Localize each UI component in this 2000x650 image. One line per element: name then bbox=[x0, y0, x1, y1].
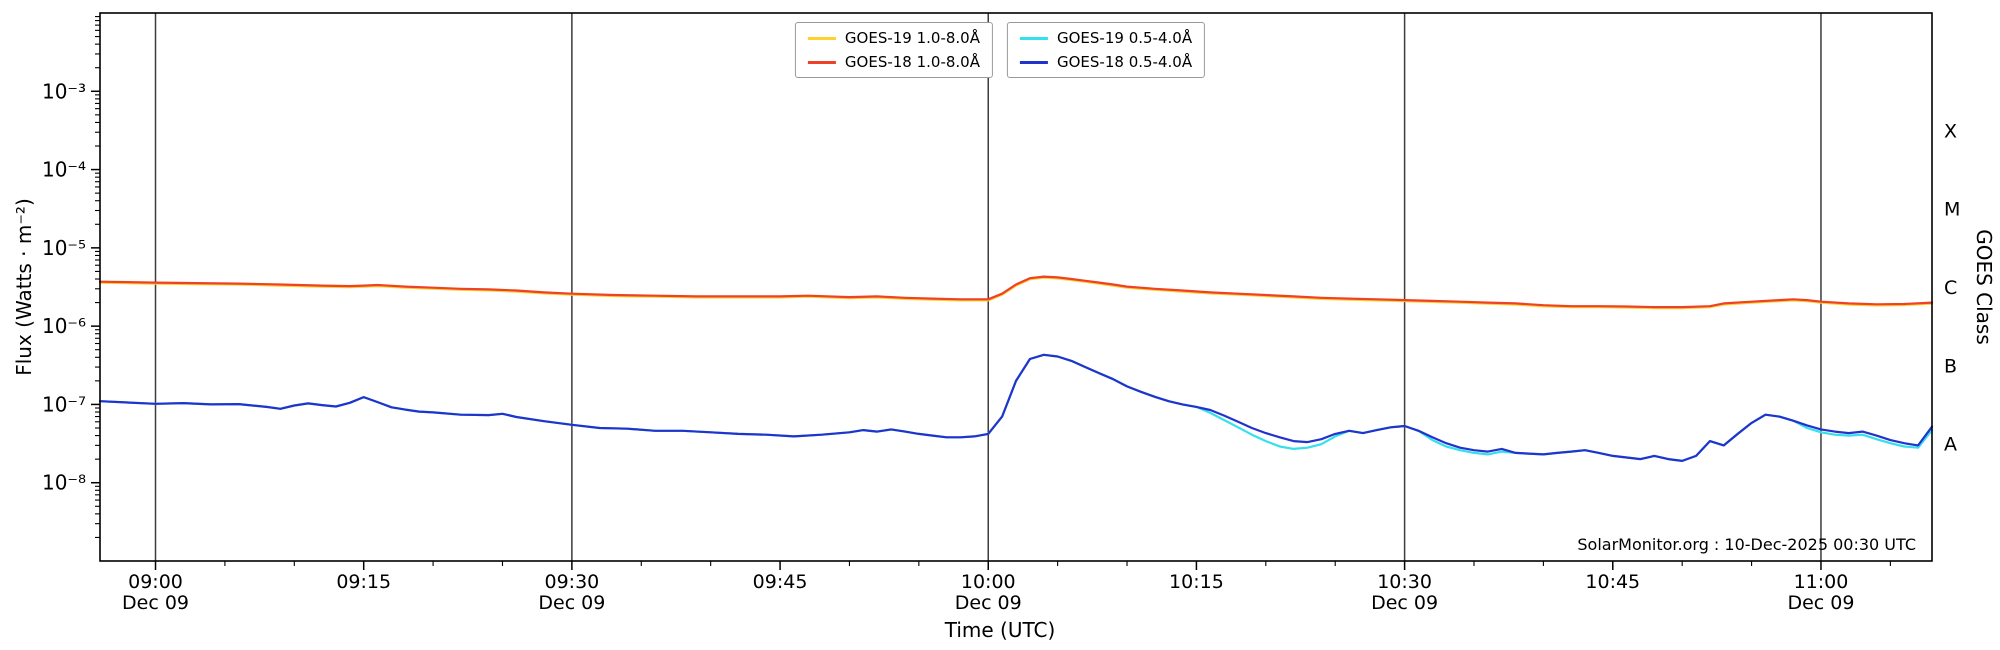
x-tick-label: 11:00 bbox=[1794, 571, 1849, 593]
x-axis-label-time: Time (UTC) bbox=[944, 618, 1056, 642]
goes-class-label-x: X bbox=[1944, 120, 1957, 142]
legend-box-short-channel: GOES-19 0.5-4.0Å GOES-18 0.5-4.0Å bbox=[1007, 22, 1206, 78]
y-tick-label: 10⁻⁴ bbox=[42, 158, 86, 182]
x-date-label: Dec 09 bbox=[955, 592, 1022, 614]
y-tick-label: 10⁻³ bbox=[42, 79, 86, 103]
legend-swatch-goes18-short bbox=[1020, 60, 1048, 64]
x-tick-label: 10:45 bbox=[1585, 571, 1640, 593]
legend: GOES-19 1.0-8.0Å GOES-18 1.0-8.0Å GOES-1… bbox=[794, 22, 1206, 78]
x-tick-label: 10:15 bbox=[1169, 571, 1224, 593]
y-tick-label: 10⁻⁶ bbox=[42, 314, 86, 338]
x-tick-label: 09:15 bbox=[336, 571, 391, 593]
x-date-label: Dec 09 bbox=[538, 592, 605, 614]
x-tick-label: 10:00 bbox=[961, 571, 1016, 593]
legend-item-goes19-long: GOES-19 1.0-8.0Å bbox=[807, 29, 980, 47]
x-date-label: Dec 09 bbox=[1787, 592, 1854, 614]
legend-label-goes19-long: GOES-19 1.0-8.0Å bbox=[844, 29, 980, 47]
x-tick-label: 09:30 bbox=[544, 571, 599, 593]
series-line-goes-19-0-5-4-0- bbox=[98, 353, 1934, 462]
legend-box-long-channel: GOES-19 1.0-8.0Å GOES-18 1.0-8.0Å bbox=[794, 22, 993, 78]
y-tick-label: 10⁻⁷ bbox=[42, 392, 86, 416]
x-tick-label: 09:45 bbox=[753, 571, 808, 593]
x-tick-label: 10:30 bbox=[1377, 571, 1432, 593]
legend-item-goes18-long: GOES-18 1.0-8.0Å bbox=[807, 53, 980, 71]
legend-label-goes18-short: GOES-18 0.5-4.0Å bbox=[1057, 53, 1193, 71]
y-tick-label: 10⁻⁸ bbox=[42, 471, 86, 495]
goes-class-label-a: A bbox=[1944, 434, 1957, 456]
legend-label-goes18-long: GOES-18 1.0-8.0Å bbox=[844, 53, 980, 71]
legend-item-goes18-short: GOES-18 0.5-4.0Å bbox=[1020, 53, 1192, 71]
goes-class-label-m: M bbox=[1944, 199, 1960, 221]
x-date-label: Dec 09 bbox=[1371, 592, 1438, 614]
legend-label-goes19-short: GOES-19 0.5-4.0Å bbox=[1057, 29, 1193, 47]
legend-swatch-goes19-short bbox=[1020, 36, 1048, 40]
goes-class-label-c: C bbox=[1944, 277, 1957, 299]
y-axis-label-flux: Flux (Watts · m⁻²) bbox=[12, 198, 36, 376]
plot-frame bbox=[99, 12, 1933, 562]
solarmonitor-timestamp: SolarMonitor.org : 10-Dec-2025 00:30 UTC bbox=[1577, 535, 1916, 554]
x-date-label: Dec 09 bbox=[122, 592, 189, 614]
y-axis-label-goes-class: GOES Class bbox=[1972, 229, 1996, 345]
series-line-goes-18-0-5-4-0- bbox=[98, 353, 1934, 462]
legend-swatch-goes19-long bbox=[807, 36, 836, 40]
goes-class-label-b: B bbox=[1944, 355, 1957, 377]
series-line-goes-18-1-0-8-0- bbox=[98, 275, 1934, 309]
x-tick-label: 09:00 bbox=[128, 571, 183, 593]
series-line-goes-19-1-0-8-0- bbox=[98, 276, 1934, 310]
y-tick-label: 10⁻⁵ bbox=[42, 236, 86, 260]
legend-item-goes19-short: GOES-19 0.5-4.0Å bbox=[1020, 29, 1192, 47]
legend-swatch-goes18-long bbox=[807, 60, 836, 64]
